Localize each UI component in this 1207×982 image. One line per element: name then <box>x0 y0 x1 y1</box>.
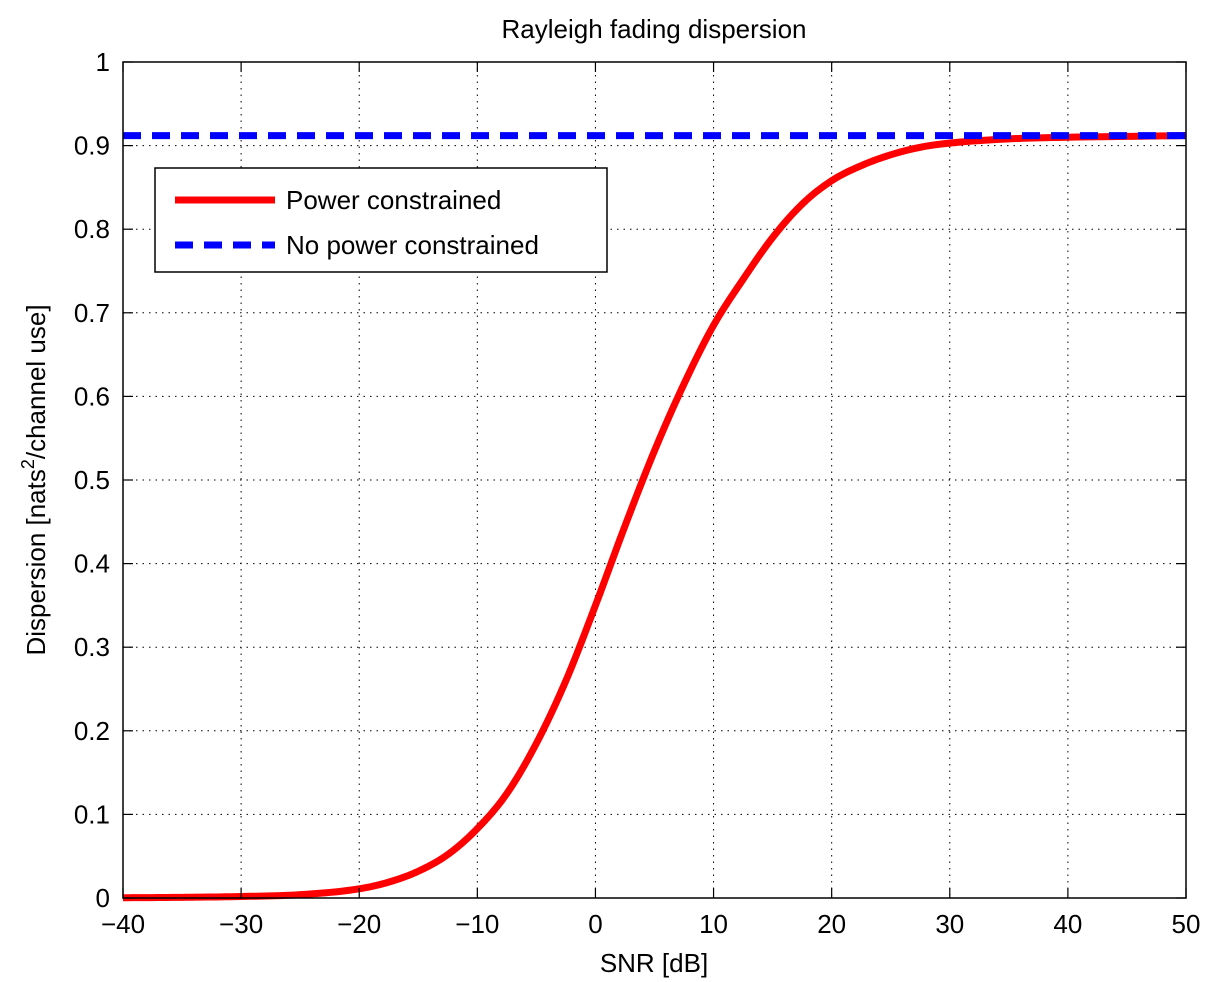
legend-label-power-constrained: Power constrained <box>286 185 501 215</box>
y-tick-label: 0.7 <box>74 298 110 328</box>
x-tick-label: 30 <box>935 909 964 939</box>
y-tick-label: 0.9 <box>74 131 110 161</box>
y-tick-labels: 0 0.1 0.2 0.3 0.4 0.5 0.6 0.7 0.8 0.9 1 <box>74 47 110 913</box>
axis-ticks <box>122 61 1187 899</box>
y-axis-label-prefix: Dispersion [nats <box>21 469 51 655</box>
legend-box <box>154 167 608 273</box>
y-axis-label-superscript: 2 <box>18 459 38 469</box>
legend-label-no-power-constrained: No power constrained <box>286 230 539 260</box>
series-line-0 <box>122 132 1187 902</box>
y-axis-label-suffix: /channel use] <box>21 304 51 459</box>
x-tick-label: −40 <box>101 909 145 939</box>
y-axis-label: Dispersion [nats2/channel use] <box>18 304 51 655</box>
x-tick-label: 10 <box>699 909 728 939</box>
x-tick-label: 20 <box>817 909 846 939</box>
y-tick-label: 0 <box>96 883 110 913</box>
y-tick-label: 0.5 <box>74 465 110 495</box>
y-tick-label: 0.6 <box>74 381 110 411</box>
chart-title: Rayleigh fading dispersion <box>502 14 807 44</box>
y-tick-label: 0.4 <box>74 549 110 579</box>
grid <box>123 62 1186 898</box>
legend: Power constrained No power constrained <box>154 167 608 273</box>
y-tick-label: 0.8 <box>74 214 110 244</box>
x-tick-labels: −40 −30 −20 −10 0 10 20 30 40 50 <box>101 909 1201 939</box>
y-tick-label: 0.1 <box>74 799 110 829</box>
x-axis-label: SNR [dB] <box>600 948 708 978</box>
y-tick-label: 0.2 <box>74 716 110 746</box>
x-tick-label: 40 <box>1053 909 1082 939</box>
x-tick-label: 50 <box>1172 909 1201 939</box>
x-tick-label: −20 <box>337 909 381 939</box>
y-tick-label: 1 <box>96 47 110 77</box>
y-tick-label: 0.3 <box>74 632 110 662</box>
x-tick-label: −30 <box>219 909 263 939</box>
x-tick-label: −10 <box>455 909 499 939</box>
series-lines <box>122 132 1187 902</box>
x-tick-label: 0 <box>588 909 602 939</box>
